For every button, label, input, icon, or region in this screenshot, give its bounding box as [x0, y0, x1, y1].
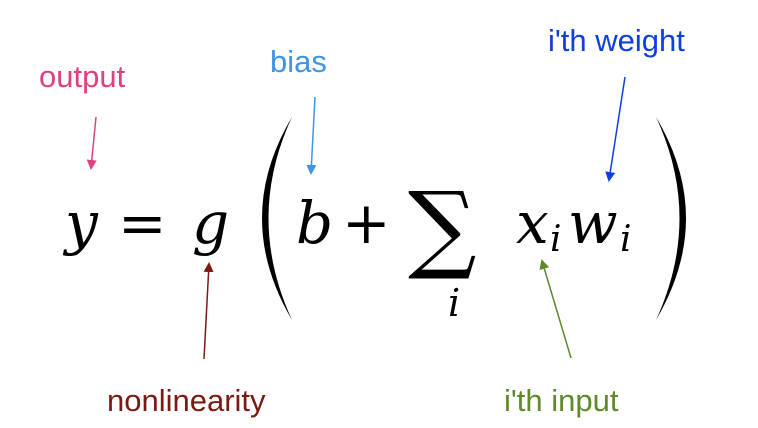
summation-index: i: [448, 281, 460, 325]
output-arrow: [86, 116, 97, 170]
plus-sign: +: [342, 189, 391, 257]
bias-variable-b: b: [296, 189, 333, 257]
activation-function-g: g: [192, 189, 229, 257]
input-variable-x: x: [516, 189, 549, 257]
input-arrow: [539, 259, 572, 359]
weight-label: i'th weight: [548, 23, 685, 58]
output-variable-y: y: [62, 189, 99, 257]
equals-sign: =: [118, 189, 167, 257]
input-label: i'th input: [504, 383, 619, 418]
summation-sign: ∑: [408, 171, 477, 283]
left-paren: [262, 117, 292, 320]
weight-subscript-i: i: [620, 219, 632, 260]
bias-arrow: [306, 96, 317, 175]
weight-arrow: [605, 76, 626, 182]
nonlinearity-label: nonlinearity: [107, 383, 266, 418]
bias-label: bias: [270, 44, 327, 79]
output-label: output: [39, 59, 126, 94]
nonlinearity-arrow: [203, 262, 214, 360]
weight-variable-w: w: [568, 189, 618, 257]
input-subscript-i: i: [550, 219, 562, 260]
right-paren: [656, 117, 686, 320]
